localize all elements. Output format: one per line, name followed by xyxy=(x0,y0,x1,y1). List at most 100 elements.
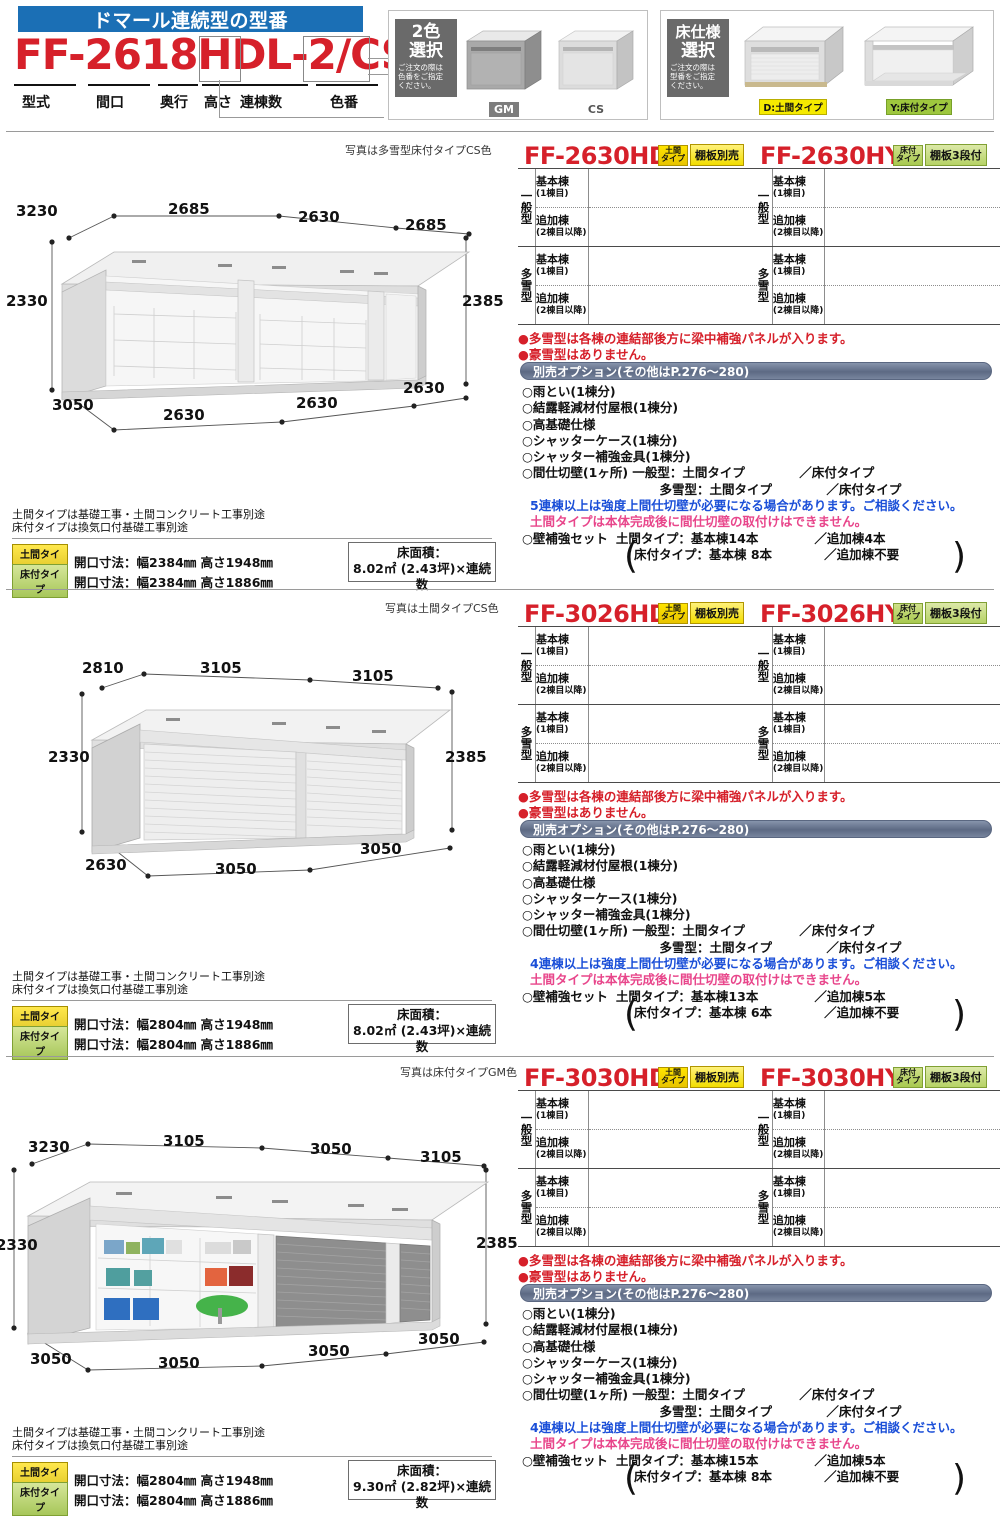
red-note-1-2: ●多雪型は各棟の連結部後方に梁中補強パネルが入ります。 xyxy=(518,1253,853,1268)
color-option-label-gm: GM xyxy=(489,102,519,117)
price-cell-1a-4[interactable] xyxy=(588,743,769,783)
floor-choice-title: 床仕様 xyxy=(675,23,721,41)
price-cell-1b-4[interactable] xyxy=(823,743,1000,783)
price-cell-1a-3[interactable] xyxy=(588,704,769,744)
divider-2 xyxy=(6,1056,994,1057)
price-cell-0b-4[interactable] xyxy=(823,285,1000,325)
option-item-2-4: ○シャッター補強金具(1棟分) xyxy=(522,1371,691,1387)
price-cell-1a-1[interactable] xyxy=(588,626,769,666)
price-cell-0a-1[interactable] xyxy=(588,168,769,208)
floor-choice-label: 床仕様 選択 ご注文の際は 型番をご指定 ください。 xyxy=(667,19,729,97)
price-cell-0a-2[interactable] xyxy=(588,207,769,247)
price-cell-0b-1[interactable] xyxy=(823,168,1000,208)
type-badge-2b: 床付 タイプ xyxy=(893,1066,923,1088)
red-note-2-0: ●豪雪型はありません。 xyxy=(518,347,654,362)
price-table-inner-2b: 一般型 基本棟 (1棟目) 追加棟 (2棟目以降) 多雪型 基本棟 (1棟目) 追加棟… xyxy=(755,1090,1000,1247)
reinforce-row2-2: 床付タイプ：基本棟 8本 ／追加棟不要 xyxy=(634,1468,900,1484)
floor-area-box-2: 床面積： 9.30㎡ (2.82坪)×連続数 xyxy=(348,1460,496,1510)
spec-yuka-0: 床付タイプ 開口寸法：幅2384㎜ 高さ1886㎜ xyxy=(12,564,273,598)
brace-left-0: ( xyxy=(624,536,639,577)
floor-area-box-1: 床面積： 8.02㎡ (2.43坪)×連続数 xyxy=(348,1004,496,1054)
shelf-badge-0a: 棚板別売 xyxy=(690,144,744,166)
type-badge-1b: 床付 タイプ xyxy=(893,602,923,624)
color-option-label-cs: CS xyxy=(587,103,605,116)
row-type-general-0b: 一般型 xyxy=(755,168,773,247)
dim-height-right-0: 2385 xyxy=(462,292,504,310)
shelf-badge-1a: 棚板別売 xyxy=(690,602,744,624)
dim-height-left-2: 2330 xyxy=(0,1236,38,1254)
bracket-color-h2 xyxy=(368,74,394,75)
row-label-base-1a: 基本棟 (1棟目) xyxy=(535,626,589,666)
red-note-1-0: ●多雪型は各棟の連結部後方に梁中補強パネルが入ります。 xyxy=(518,331,853,346)
dim-bot-w1-0: 2630 xyxy=(163,406,205,424)
page-header: ドマール連続型の型番 FF-2618HDL-2/CS 型式 間口 奥行 高さ 連… xyxy=(0,0,1000,130)
photo-caption-2: 写真は床付タイプGM色 xyxy=(400,1066,518,1079)
row-label-base-0b: 基本棟 (1棟目) xyxy=(771,168,825,208)
floor-area-label-0: 床面積： xyxy=(396,545,447,560)
dim-bot-w2-0: 2630 xyxy=(296,394,338,412)
price-cell-0a-3[interactable] xyxy=(588,246,769,286)
foundation-note-0: 土間タイプは基礎工事・土間コンクリート工事別途 床付タイプは換気口付基礎工事別途 xyxy=(12,508,265,534)
row-label-add-snow-1b: 追加棟 (2棟目以降) xyxy=(771,743,825,783)
type-badge-2a: 土間 タイプ xyxy=(658,1066,688,1088)
floor-area-label-2: 床面積： xyxy=(396,1463,447,1478)
price-cell-1b-3[interactable] xyxy=(823,704,1000,744)
price-table-2b: 一般型 基本棟 (1棟目) 追加棟 (2棟目以降) 多雪型 基本棟 (1棟目) 追加棟… xyxy=(755,1090,1000,1247)
row-label-add-0b: 追加棟 (2棟目以降) xyxy=(771,207,825,247)
row-type-snow-2b: 多雪型 xyxy=(755,1168,773,1247)
option-item-2-0: ○雨とい(1棟分) xyxy=(522,1306,616,1321)
price-cell-0a-4[interactable] xyxy=(588,285,769,325)
reinforce-row-0: ○壁補強セット 土間タイプ：基本棟14本 ／追加棟4本 xyxy=(522,530,886,546)
opening-yuka-2: 開口寸法：幅2804㎜ 高さ1886㎜ xyxy=(74,1492,273,1508)
price-cell-2b-1[interactable] xyxy=(823,1090,1000,1130)
row-label-base-snow-2a: 基本棟 (1棟目) xyxy=(535,1168,589,1208)
price-cell-1a-2[interactable] xyxy=(588,665,769,705)
model-title-0a: FF-2630HDL xyxy=(524,142,684,170)
price-table-1b: 一般型 基本棟 (1棟目) 追加棟 (2棟目以降) 多雪型 基本棟 (1棟目) 追加棟… xyxy=(755,626,1000,783)
floor-choice-subtitle: 選択 xyxy=(681,41,715,61)
row-label-add-0a: 追加棟 (2棟目以降) xyxy=(535,207,589,247)
price-cell-2a-3[interactable] xyxy=(588,1168,769,1208)
price-cell-2b-4[interactable] xyxy=(823,1207,1000,1247)
dim-height-right-2: 2385 xyxy=(476,1234,518,1252)
opening-doma-1: 開口寸法：幅2804㎜ 高さ1948㎜ xyxy=(74,1016,273,1032)
model-badges-2b: 床付 タイプ 棚板3段付 xyxy=(893,1066,987,1088)
price-cell-0b-3[interactable] xyxy=(823,246,1000,286)
blue-note-2: 4連棟以上は強度上間仕切壁が必要になる場合があります。ご相談ください。 xyxy=(530,1420,963,1436)
dim-top-w1-2: 3105 xyxy=(163,1132,205,1150)
color-choice-note: ご注文の際は 色番をご指定 ください。 xyxy=(398,63,443,90)
row-label-add-2b: 追加棟 (2棟目以降) xyxy=(771,1129,825,1169)
option-item-0-3: ○シャッターケース(1棟分) xyxy=(522,432,678,448)
shed-thumb-cs: CS xyxy=(555,21,637,117)
foundation-note-1: 土間タイプは基礎工事・土間コンクリート工事別途 床付タイプは換気口付基礎工事別途 xyxy=(12,970,265,996)
price-cell-2a-4[interactable] xyxy=(588,1207,769,1247)
price-cell-2a-1[interactable] xyxy=(588,1090,769,1130)
row-type-general-2a: 一般型 xyxy=(518,1090,536,1169)
legend-underline-4 xyxy=(202,84,240,86)
price-cell-1b-1[interactable] xyxy=(823,626,1000,666)
price-cell-1b-2[interactable] xyxy=(823,665,1000,705)
dim-bot-w1-2: 3050 xyxy=(158,1354,200,1372)
price-cell-2b-2[interactable] xyxy=(823,1129,1000,1169)
dim-height-left-1: 2330 xyxy=(48,748,90,766)
price-table-1a: 一般型 基本棟 (1棟目) 追加棟 (2棟目以降) 多雪型 基本棟 (1棟目) 追加棟… xyxy=(518,626,769,783)
row-type-snow-0b: 多雪型 xyxy=(755,246,773,325)
shelf-badge-2b: 棚板3段付 xyxy=(925,1066,987,1088)
price-cell-2a-2[interactable] xyxy=(588,1129,769,1169)
shed-thumb-doma: D:土間タイプ xyxy=(739,19,847,115)
floor-area-value-0: 8.02㎡ (2.43坪)×連続数 xyxy=(353,561,491,592)
row-label-add-snow-1a: 追加棟 (2棟目以降) xyxy=(535,743,589,783)
bracket-renban-v xyxy=(219,80,220,118)
product-section-ff-3030: 写真は床付タイプGM色 xyxy=(0,1058,1000,1516)
floor-choice-note: ご注文の際は 型番をご指定 ください。 xyxy=(670,63,715,90)
legend-underline-3 xyxy=(158,84,198,86)
price-cell-0b-2[interactable] xyxy=(823,207,1000,247)
option-item-2-2: ○高基礎仕様 xyxy=(522,1338,596,1354)
model-number-display: FF-2618HDL-2/CS xyxy=(14,30,411,79)
model-badges-2a: 土間 タイプ 棚板別売 xyxy=(658,1066,744,1088)
price-cell-2b-3[interactable] xyxy=(823,1168,1000,1208)
shelf-badge-1b: 棚板3段付 xyxy=(925,602,987,624)
floor-area-label-1: 床面積： xyxy=(396,1007,447,1022)
floor-option-label-d: D:土間タイプ xyxy=(759,99,827,115)
color-choice-label: 2色 選択 ご注文の際は 色番をご指定 ください。 xyxy=(395,19,457,97)
